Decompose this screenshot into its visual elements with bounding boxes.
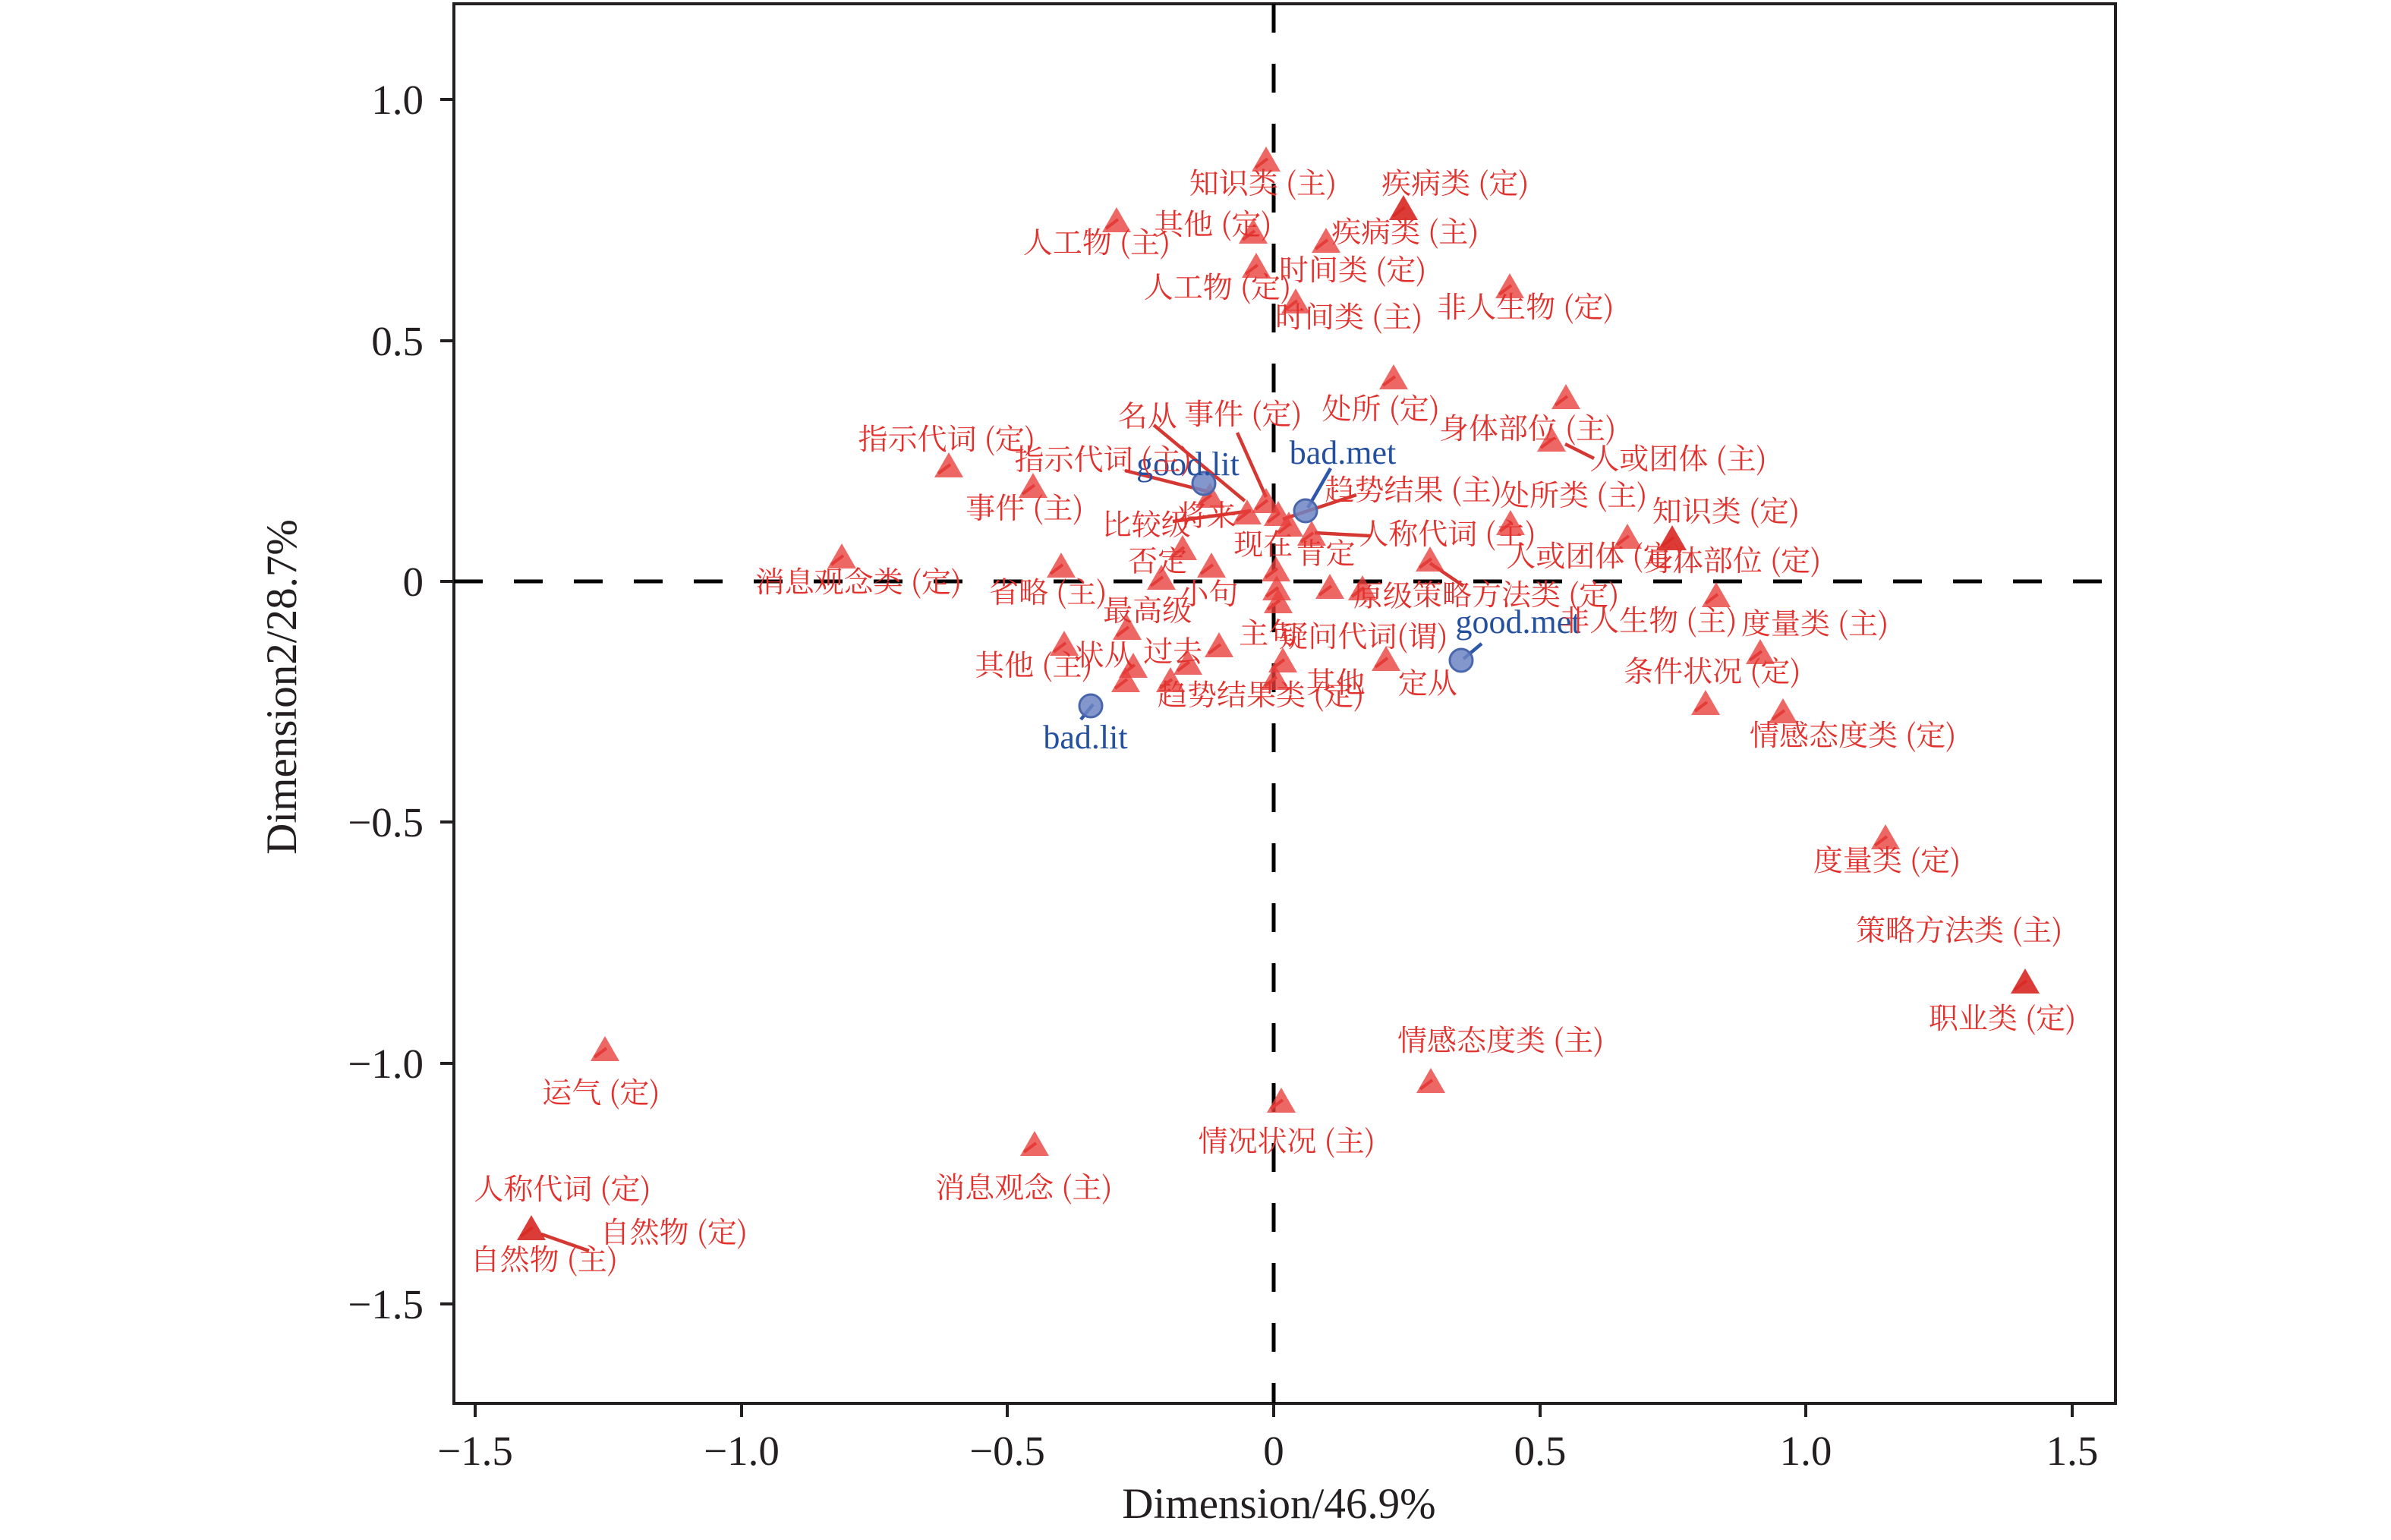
- svg-text:0.5: 0.5: [371, 318, 424, 364]
- svg-text:1.0: 1.0: [1780, 1428, 1832, 1474]
- svg-text:bad.lit: bad.lit: [1043, 719, 1127, 756]
- svg-text:0.5: 0.5: [1514, 1428, 1567, 1474]
- svg-text:bad.met: bad.met: [1290, 434, 1397, 471]
- svg-text:−1.0: −1.0: [348, 1041, 424, 1087]
- svg-text:−1.5: −1.5: [348, 1281, 424, 1327]
- svg-text:Dimension/46.9%: Dimension/46.9%: [1122, 1480, 1435, 1528]
- svg-text:−1.5: −1.5: [437, 1428, 513, 1474]
- svg-text:Dimension2/28.7%: Dimension2/28.7%: [258, 519, 306, 855]
- svg-text:1.5: 1.5: [2046, 1428, 2099, 1474]
- svg-text:1.0: 1.0: [371, 77, 424, 123]
- svg-text:0: 0: [1263, 1428, 1284, 1474]
- svg-text:−0.5: −0.5: [969, 1428, 1045, 1474]
- svg-text:0: 0: [403, 559, 424, 605]
- svg-text:good.met: good.met: [1456, 603, 1581, 641]
- svg-text:−0.5: −0.5: [348, 799, 424, 846]
- svg-text:−1.0: −1.0: [704, 1428, 780, 1474]
